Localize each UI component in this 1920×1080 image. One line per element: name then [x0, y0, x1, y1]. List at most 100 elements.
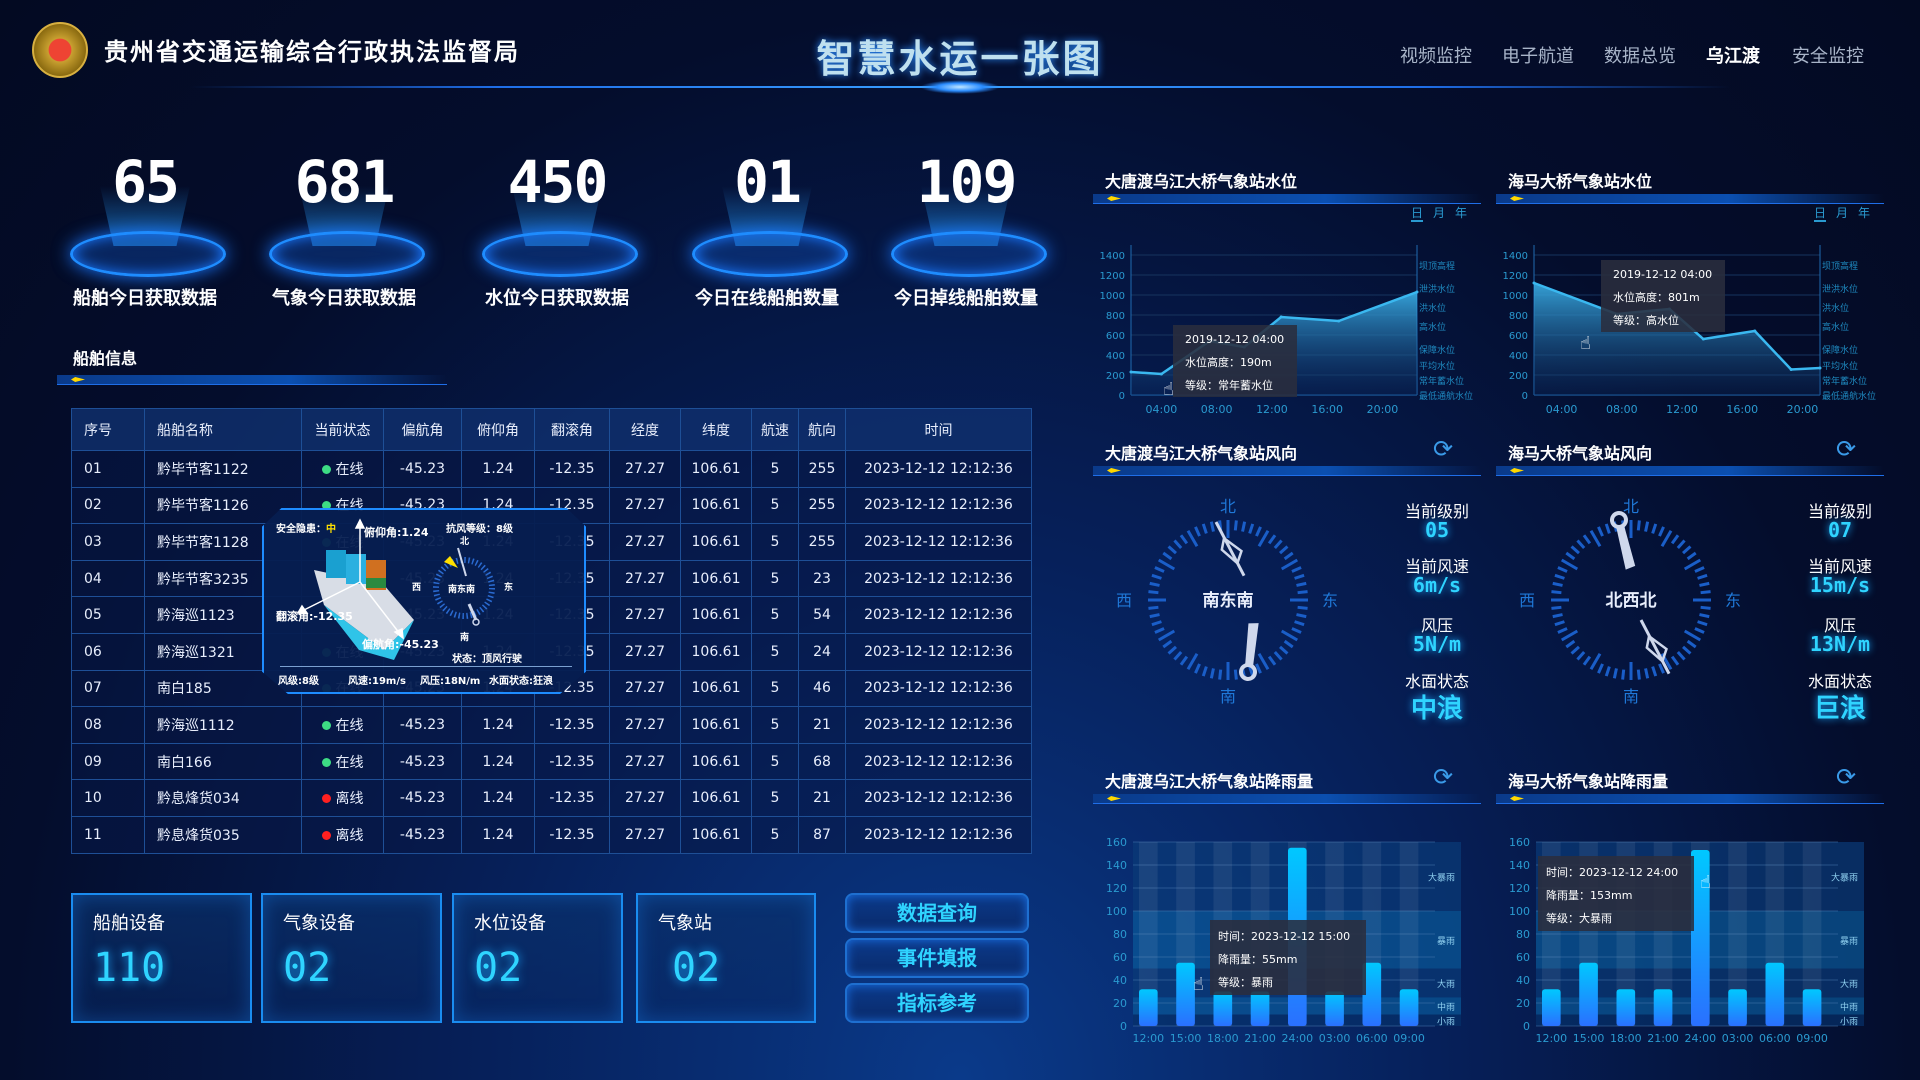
indicator-reference-button[interactable]: 指标参考	[845, 983, 1029, 1023]
cell-text: 27.27	[624, 607, 666, 624]
card-weather-stations[interactable]: 气象站 02	[636, 893, 816, 1023]
ring-needle	[1610, 511, 1636, 570]
wind-stat-label: 当前风速	[1807, 557, 1872, 576]
section-bar	[1496, 794, 1884, 804]
table-cell: 27.27	[609, 632, 681, 671]
nav-e-channel[interactable]: 电子航道	[1502, 46, 1574, 67]
panel-title: 海马大桥气象站水位	[1508, 172, 1653, 191]
sail-state: 状态：顶风行驶	[452, 654, 522, 665]
cell-text: 24	[813, 643, 831, 660]
column-header: 偏航角	[383, 408, 462, 451]
cell-text: 255	[808, 497, 836, 514]
refresh-icon[interactable]: ⟳	[1433, 435, 1454, 463]
compass-tick	[1279, 645, 1289, 655]
compass-tick	[1576, 539, 1586, 549]
period-tab[interactable]: 日	[1814, 206, 1827, 222]
data-point	[1818, 366, 1822, 370]
data-query-button[interactable]: 数据查询	[845, 893, 1029, 933]
compass-tick	[1651, 666, 1658, 677]
ship-icon	[314, 550, 414, 660]
card-water-devices[interactable]: 水位设备 02	[452, 893, 623, 1023]
compass-east: 东	[1322, 591, 1338, 610]
cell-text: 11	[84, 826, 102, 843]
level-label: 坝顶高程	[1419, 260, 1455, 272]
table-cell: 106.61	[680, 779, 752, 817]
wind-stat-value: 5N/m	[1412, 632, 1462, 656]
table-cell: 27.27	[609, 779, 681, 817]
level-label: 洪水位	[1822, 302, 1849, 314]
cell-text: -12.35	[549, 460, 595, 477]
card-value: 02	[672, 945, 721, 991]
column-header: 船舶名称	[144, 408, 302, 451]
nav-video-monitor[interactable]: 视频监控	[1400, 46, 1472, 67]
panel-title: 海马大桥气象站风向	[1508, 444, 1653, 463]
cell-text: 09	[84, 753, 102, 770]
wind-stat-label: 当前级别	[1807, 502, 1872, 521]
compass-tick	[1589, 652, 1602, 671]
compass-west: 西	[1116, 591, 1132, 610]
table-cell: 106.61	[680, 706, 752, 744]
cell-text: 黔息烽货035	[157, 827, 240, 844]
nav-safety-monitor[interactable]: 安全监控	[1792, 46, 1864, 67]
nav-data-overview[interactable]: 数据总览	[1604, 46, 1676, 67]
level-label: 洪水位	[1419, 302, 1446, 314]
period-tab[interactable]: 年	[1858, 206, 1871, 220]
compass-tick	[1560, 629, 1579, 642]
period-tab[interactable]: 日	[1411, 206, 1424, 222]
table-cell: 27.27	[609, 450, 681, 488]
compass-tick	[1291, 566, 1302, 573]
card-ship-devices[interactable]: 船舶设备 110	[71, 893, 252, 1023]
cell-text: 2023-12-12 12:12:36	[864, 460, 1013, 477]
wind-direction-label: 南东南	[1203, 590, 1254, 611]
table-row[interactable]: 11 黔息烽货035 离线 -45.23 1.24 -12.35 27.27 106.61 5 8…	[71, 815, 1032, 854]
band-label: 暴雨	[1437, 936, 1455, 947]
refresh-icon[interactable]: ⟳	[1433, 763, 1454, 791]
compass-tick	[1694, 627, 1705, 634]
compass-tick	[1294, 573, 1305, 580]
nav-wujiangdu[interactable]: 乌江渡	[1706, 46, 1760, 67]
rain-bar	[1139, 989, 1158, 1026]
wind-resist-label: 抗风等级：8级	[446, 524, 513, 535]
card-weather-devices[interactable]: 气象设备 02	[261, 893, 442, 1023]
period-tab[interactable]: 年	[1455, 206, 1468, 220]
panel-title: 大唐渡乌江大桥气象站降雨量	[1105, 772, 1314, 791]
status-dot-icon	[321, 720, 331, 730]
table-cell: -45.23	[383, 742, 462, 781]
cell-text: 5	[770, 716, 780, 733]
period-tab[interactable]: 月	[1836, 206, 1849, 220]
period-tab[interactable]: 月	[1433, 206, 1446, 220]
tooltip	[1173, 325, 1297, 397]
rain-bar	[1728, 989, 1747, 1026]
refresh-icon[interactable]: ⟳	[1836, 435, 1857, 463]
compass-tick	[1676, 651, 1686, 661]
table-row[interactable]: 10 黔息烽货034 离线 -45.23 1.24 -12.35 27.27 106.61 5 2…	[71, 779, 1032, 817]
cell-text: -45.23	[399, 753, 446, 770]
hand-cursor-icon: ☝	[1163, 379, 1174, 400]
table-row[interactable]: 01 黔毕节客1122 在线 -45.23 1.24 -12.35 27.27 106.61 5…	[71, 450, 1032, 488]
table-row[interactable]: 09 南白166 在线 -45.23 1.24 -12.35 27.27 106.61 5 68 2…	[71, 742, 1032, 781]
wind-stat-label: 当前级别	[1404, 502, 1469, 521]
status-text: 在线	[335, 461, 364, 478]
compass-tick	[1554, 620, 1565, 627]
cell-text: 27.27	[624, 497, 666, 514]
band-label: 小雨	[1840, 1016, 1858, 1027]
column-header: 经度	[609, 408, 681, 451]
x-tick-label: 18:00	[1207, 1032, 1239, 1042]
compass-tick	[1560, 558, 1579, 571]
event-report-button[interactable]: 事件填报	[845, 938, 1029, 978]
arrow-icon	[1107, 468, 1121, 473]
tooltip-amount: 降雨量：153mm	[1546, 888, 1632, 902]
rain-bar	[1362, 962, 1382, 1026]
cell-text: 1.24	[482, 753, 514, 770]
table-row[interactable]: 08 黔海巡1112 在线 -45.23 1.24 -12.35 27.27 106.61 5 2…	[71, 706, 1032, 744]
level-label: 平均水位	[1419, 360, 1455, 372]
refresh-icon[interactable]: ⟳	[1836, 763, 1857, 791]
x-tick-label: 08:00	[1606, 403, 1638, 416]
section-bar	[1496, 194, 1884, 204]
level-label: 泄洪水位	[1419, 283, 1455, 295]
cell-text: 106.61	[691, 753, 741, 770]
compass-tick	[1589, 529, 1602, 548]
compass-tick	[1209, 668, 1215, 679]
tooltip-time: 2019-12-12 04:00	[1613, 268, 1712, 281]
hand-cursor-icon: ☝	[1700, 872, 1711, 893]
